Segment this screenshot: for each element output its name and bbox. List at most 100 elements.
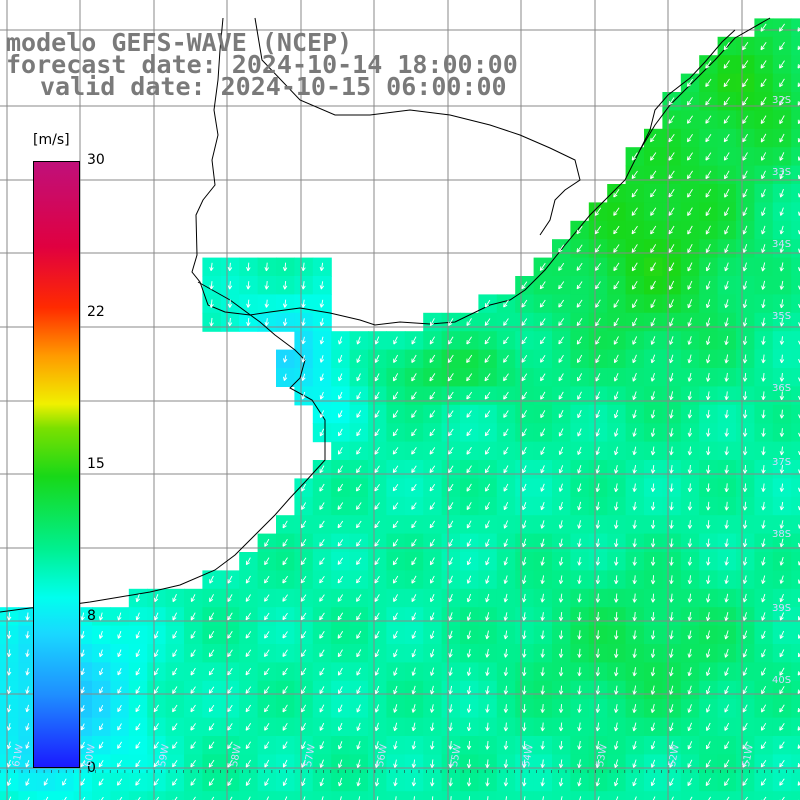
- wind-arrow: [687, 722, 693, 732]
- colorbar-tick-label: 22: [87, 304, 105, 320]
- wind-arrow: [338, 410, 343, 418]
- wind-arrow: [577, 483, 582, 493]
- wind-arrow: [411, 667, 416, 676]
- wind-speed-cell: [791, 276, 800, 295]
- wind-arrow: [705, 78, 712, 88]
- wind-arrow: [632, 520, 637, 529]
- wind-arrow: [503, 612, 508, 621]
- wind-arrow: [484, 410, 491, 418]
- wind-arrow: [614, 575, 619, 585]
- wind-arrow: [135, 593, 140, 603]
- wind-arrow: [337, 612, 344, 621]
- wind-arrow: [227, 262, 233, 272]
- wind-arrow: [706, 409, 711, 419]
- wind-speed-cell: [791, 220, 800, 240]
- wind-arrow: [503, 667, 509, 677]
- wind-arrow: [521, 391, 528, 400]
- wind-speed-cell: [791, 55, 800, 75]
- lat-label: 40S: [772, 675, 792, 686]
- wind-arrow: [448, 483, 454, 492]
- wind-arrow: [522, 630, 527, 640]
- wind-arrow: [613, 373, 619, 382]
- wind-arrow: [542, 796, 544, 800]
- wind-arrow: [356, 722, 361, 732]
- wind-arrow: [300, 612, 307, 621]
- wind-arrow: [577, 501, 582, 511]
- wind-arrow: [503, 593, 508, 603]
- wind-arrow: [595, 648, 601, 658]
- wind-arrow: [595, 391, 601, 400]
- wind-arrow: [539, 318, 546, 326]
- wind-arrow: [761, 299, 766, 309]
- wind-arrow: [597, 796, 600, 800]
- wind-arrow: [356, 410, 362, 418]
- wind-arrow: [172, 723, 178, 731]
- wind-arrow: [705, 60, 712, 69]
- wind-arrow: [595, 336, 601, 345]
- wind-arrow: [135, 631, 140, 639]
- wind-arrow: [374, 410, 380, 418]
- wind-arrow: [135, 760, 141, 768]
- wind-arrow: [614, 501, 619, 511]
- wind-arrow: [227, 631, 233, 639]
- wind-arrow: [779, 280, 784, 290]
- wind-arrow: [595, 501, 600, 511]
- wind-arrow: [321, 796, 324, 800]
- wind-speed-cell: [791, 552, 800, 571]
- wind-arrow: [466, 704, 472, 713]
- wind-speed-cell: [791, 699, 800, 719]
- wind-arrow: [742, 244, 748, 253]
- wind-arrow: [669, 630, 674, 640]
- wind-arrow: [797, 652, 800, 658]
- wind-arrow: [595, 611, 601, 622]
- wind-arrow: [650, 354, 656, 364]
- wind-arrow: [337, 539, 344, 547]
- wind-arrow: [282, 355, 288, 363]
- wind-arrow: [301, 502, 307, 510]
- wind-arrow: [392, 428, 399, 437]
- wind-arrow: [558, 630, 564, 640]
- wind-arrow: [80, 760, 86, 768]
- wind-arrow: [650, 317, 656, 327]
- wind-arrow: [724, 704, 730, 713]
- wind-arrow: [742, 170, 748, 180]
- wind-arrow: [595, 759, 600, 769]
- wind-speed-cell: [772, 791, 792, 800]
- wind-arrow: [190, 723, 196, 731]
- wind-arrow: [650, 741, 656, 750]
- wind-arrow: [687, 409, 693, 419]
- wind-arrow: [503, 299, 509, 308]
- wind-arrow: [503, 373, 509, 382]
- wind-arrow: [668, 225, 675, 235]
- wind-arrow: [411, 704, 416, 713]
- wind-arrow: [669, 483, 674, 492]
- wind-arrow: [448, 612, 453, 621]
- wind-arrow: [668, 189, 675, 198]
- wind-arrow: [245, 686, 252, 694]
- wind-arrow: [503, 502, 509, 511]
- wind-arrow: [595, 704, 601, 713]
- wind-arrow: [80, 686, 85, 694]
- wind-arrow: [522, 502, 527, 511]
- wind-arrow: [263, 649, 270, 657]
- wind-arrow: [724, 593, 729, 603]
- wind-arrow: [632, 317, 638, 327]
- wind-arrow: [614, 409, 619, 419]
- wind-arrow: [282, 373, 288, 381]
- wind-arrow: [724, 299, 729, 309]
- wind-arrow: [687, 317, 692, 327]
- wind-arrow: [687, 262, 693, 272]
- wind-arrow: [576, 299, 583, 308]
- wind-arrow: [245, 575, 251, 584]
- wind-arrow: [779, 133, 785, 143]
- wind-arrow: [761, 446, 766, 456]
- wind-arrow: [558, 612, 564, 621]
- wind-arrow: [558, 556, 564, 566]
- wind-arrow: [558, 446, 564, 456]
- wind-arrow: [760, 41, 767, 51]
- wind-arrow: [669, 778, 674, 787]
- wind-arrow: [337, 594, 344, 602]
- wind-arrow: [797, 174, 800, 180]
- wind-arrow: [540, 759, 545, 768]
